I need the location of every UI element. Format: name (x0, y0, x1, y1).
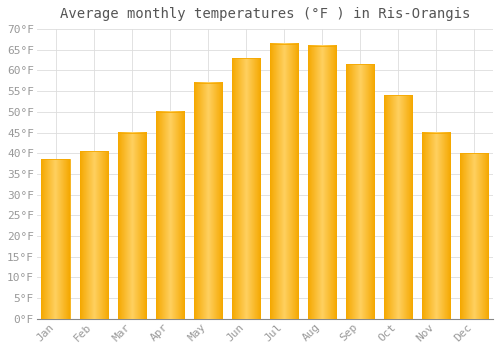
Bar (194, 83, 222, 319)
Bar (42, 160, 70, 319)
Bar (460, 153, 488, 319)
Bar (384, 95, 412, 319)
Bar (118, 133, 146, 319)
Bar (270, 43, 298, 319)
Bar (80, 151, 108, 319)
Bar (232, 58, 260, 319)
Bar (346, 64, 374, 319)
Title: Average monthly temperatures (°F ) in Ris-Orangis: Average monthly temperatures (°F ) in Ri… (60, 7, 470, 21)
Bar (156, 112, 184, 319)
Bar (422, 133, 450, 319)
Bar (308, 46, 336, 319)
